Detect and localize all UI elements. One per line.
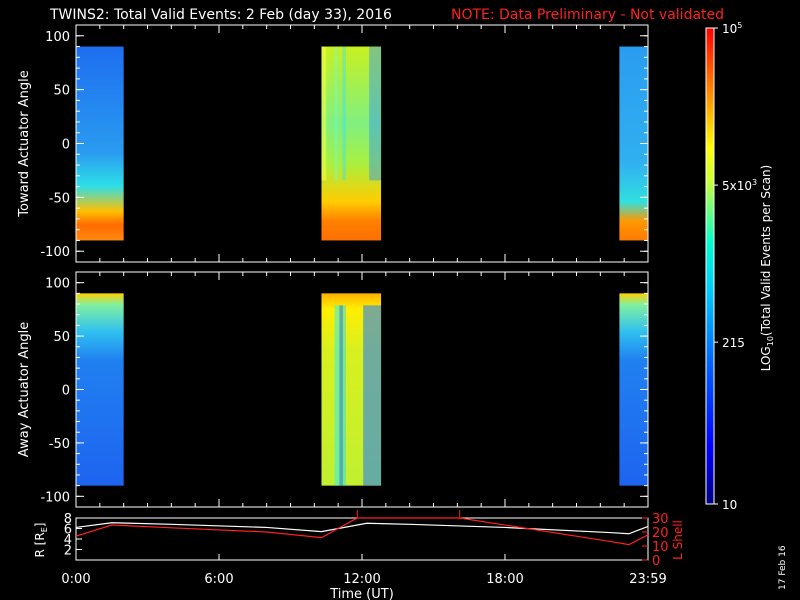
colorbar-tick-exp: 5: [737, 21, 742, 30]
toward-band-4: [369, 46, 382, 181]
colorbar-tick-base: 5x10: [722, 179, 752, 193]
orbit-left-tick-label: 8: [64, 512, 72, 527]
orbit-left-tick-label: 4: [64, 533, 72, 548]
colorbar: [705, 27, 715, 505]
xtick-label: 23:59: [629, 572, 666, 587]
toward-ytick-label: -100: [40, 245, 70, 260]
xaxis-label: Time (UT): [329, 587, 394, 600]
colorbar-tick-base: 10: [722, 498, 737, 512]
away-band-4: [363, 305, 382, 486]
orbit-right-tick-label: 20: [652, 526, 669, 541]
away-ytick-label: 50: [53, 330, 70, 345]
colorbar-tick-label: 10: [722, 498, 737, 512]
away-band-3: [342, 305, 346, 486]
orbit-right-tick-label: 30: [652, 512, 669, 527]
orbit-right-tick-label: 0: [652, 554, 660, 569]
toward-ytick-label: 0: [62, 138, 70, 153]
orbit-left-tick-label: 6: [64, 523, 72, 538]
colorbar-tick-base: 215: [722, 336, 745, 350]
chart-title: TWINS2: Total Valid Events: 2 Feb (day 3…: [49, 7, 392, 23]
date-stamp: 17 Feb 16: [778, 545, 788, 590]
orbit-right-tick-label: 10: [652, 540, 669, 555]
series-line-l-shell: [75, 517, 649, 546]
orbit-left-label: R [RE]: [33, 523, 49, 558]
xtick-label: 0:00: [61, 572, 90, 587]
orbit-left-label-sub: E: [40, 527, 49, 532]
colorbar-tick-label: 5x103: [722, 178, 757, 193]
away-band-1: [334, 305, 340, 486]
xtick-label: 12:00: [343, 572, 380, 587]
away-ytick-label: -50: [49, 437, 70, 452]
away-band-2: [339, 305, 343, 486]
data-note: NOTE: Data Preliminary - Not validated: [451, 7, 724, 23]
orbit-left-tick-label: 2: [64, 544, 72, 559]
toward-data-block-2: [321, 46, 382, 241]
orbit-right-label: L Shell: [671, 520, 685, 560]
toward-ytick-label: -50: [49, 191, 70, 206]
orbit-left-label-end: ]: [33, 523, 47, 528]
toward-ytick-label: 100: [45, 30, 70, 45]
toward-ytick-label: 50: [53, 84, 70, 99]
colorbar-tick-exp: 3: [752, 178, 757, 187]
colorbar-label-sub: 10: [766, 336, 775, 346]
toward-band-1: [321, 46, 327, 181]
away-ytick-label: 0: [62, 384, 70, 399]
colorbar-tick-base: 10: [722, 22, 737, 36]
away-ylabel: Away Actuator Angle: [17, 322, 32, 457]
colorbar-tick-label: 105: [722, 21, 742, 36]
colorbar-tick-label: 215: [722, 336, 745, 350]
colorbar-label-rest: (Total Valid Events per Scan): [759, 165, 773, 336]
colorbar-label-main: LOG: [759, 346, 773, 371]
colorbar-label: LOG10(Total Valid Events per Scan): [759, 165, 775, 372]
away-ytick-label: 100: [45, 277, 70, 292]
toward-band-3: [342, 46, 346, 181]
away-ytick-label: -100: [40, 490, 70, 505]
toward-band-2: [334, 46, 338, 181]
xtick-label: 6:00: [204, 572, 233, 587]
series-line-r: [75, 522, 649, 535]
xtick-label: 18:00: [486, 572, 523, 587]
toward-ylabel: Toward Actuator Angle: [17, 70, 32, 217]
